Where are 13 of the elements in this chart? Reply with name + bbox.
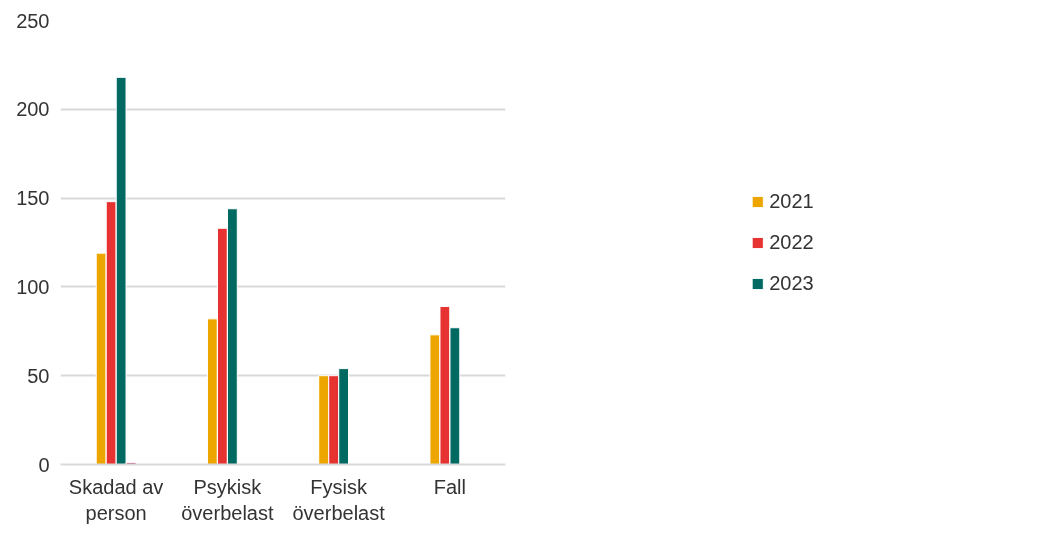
y-tick-label: 0: [38, 453, 50, 476]
y-tick-label: 200: [16, 98, 50, 121]
y-tick-label: 50: [27, 364, 50, 387]
x-tick-label: Psykisk överbelast: [181, 475, 274, 524]
y-tick-label: 100: [16, 275, 50, 298]
x-tick-label: Fall: [433, 475, 466, 498]
y-tick-label: 150: [16, 187, 50, 210]
y-tick-label: 250: [16, 9, 50, 32]
x-tick-label: Skadad av person: [68, 475, 164, 524]
legend-label: 2022: [769, 230, 814, 254]
x-tick-label: Fysisk överbelast: [292, 475, 386, 524]
legend-label: 2021: [769, 189, 814, 213]
legend-label: 2023: [769, 271, 814, 295]
